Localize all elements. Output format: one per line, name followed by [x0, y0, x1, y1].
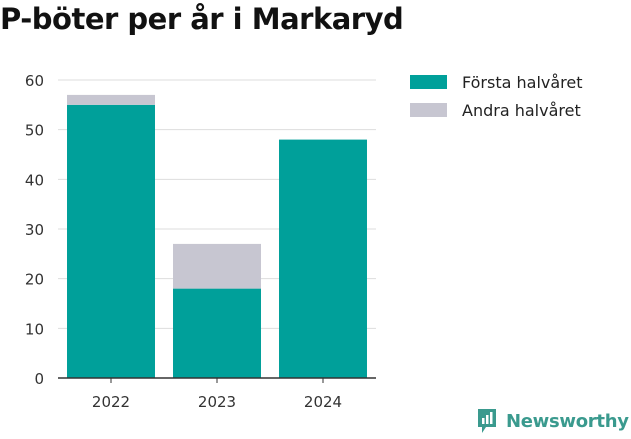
legend: Första halvåret Andra halvåret — [410, 68, 583, 124]
y-tick-label-40: 40 — [25, 171, 44, 189]
newsworthy-logo: Newsworthy — [476, 407, 629, 435]
y-tick-label-30: 30 — [25, 221, 44, 239]
legend-label-andra: Andra halvåret — [462, 100, 581, 120]
x-tick-label-2024: 2024 — [304, 393, 342, 411]
chart-title: P-böter per år i Markaryd — [0, 2, 404, 36]
y-tick-label-60: 60 — [25, 72, 44, 90]
y-tick-label-50: 50 — [25, 122, 44, 140]
newsworthy-logo-text: Newsworthy — [506, 410, 629, 432]
bar-2024-series-0 — [279, 139, 367, 378]
legend-swatch-andra — [410, 103, 447, 117]
bar-2023-series-1 — [173, 243, 261, 289]
x-tick-label-2022: 2022 — [92, 393, 130, 411]
y-tick-label-0: 0 — [34, 370, 44, 388]
legend-item-forsta: Första halvåret — [410, 68, 583, 96]
newsworthy-logo-icon — [478, 409, 496, 433]
y-tick-label-10: 10 — [25, 320, 44, 338]
bar-2022-series-1 — [67, 94, 155, 105]
legend-label-forsta: Första halvåret — [462, 72, 583, 92]
legend-item-andra: Andra halvåret — [410, 96, 583, 124]
legend-swatch-forsta — [410, 75, 447, 89]
y-tick-label-20: 20 — [25, 271, 44, 289]
bar-2022-series-0 — [67, 104, 155, 378]
x-tick-label-2023: 2023 — [198, 393, 236, 411]
bar-2023-series-0 — [173, 288, 261, 378]
